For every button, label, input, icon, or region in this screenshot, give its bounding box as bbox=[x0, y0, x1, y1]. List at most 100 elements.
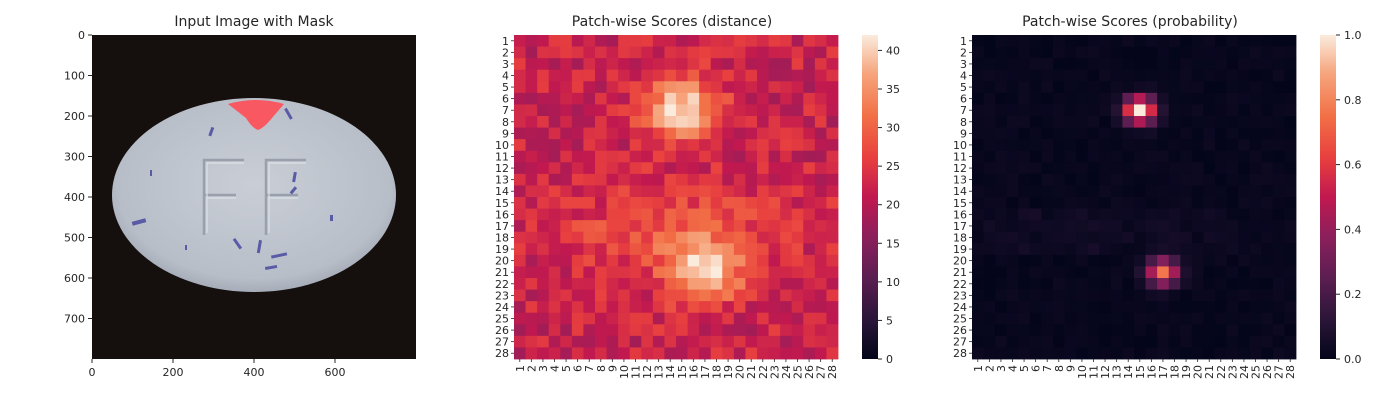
heatmap-cell bbox=[560, 231, 573, 244]
heatmap-cell bbox=[1110, 58, 1123, 71]
heatmap-cell bbox=[699, 220, 712, 233]
heatmap-cell bbox=[1284, 35, 1297, 47]
heatmap-cell bbox=[791, 127, 804, 140]
heatmap-cell bbox=[995, 254, 1008, 267]
heatmap-cell bbox=[676, 104, 688, 117]
heatmap-cell bbox=[1134, 335, 1146, 348]
heatmap-cell bbox=[1249, 139, 1262, 152]
heatmap-cell bbox=[1064, 220, 1077, 233]
heatmap-cell bbox=[1203, 92, 1216, 105]
col-label: 16 bbox=[1145, 365, 1158, 379]
heatmap-cell bbox=[768, 347, 781, 360]
heatmap-cell bbox=[826, 104, 839, 117]
heatmap-cell bbox=[995, 162, 1008, 175]
heatmap-cell bbox=[1087, 69, 1100, 82]
heatmap-cell bbox=[757, 301, 769, 314]
heatmap-cell bbox=[1041, 324, 1054, 337]
heatmap-cell bbox=[571, 266, 584, 279]
heatmap-cell bbox=[1122, 35, 1135, 47]
heatmap-cell bbox=[1145, 173, 1158, 186]
heatmap-cell bbox=[1110, 173, 1123, 186]
heatmap-cell bbox=[722, 220, 735, 233]
heatmap-cell bbox=[606, 81, 619, 94]
heatmap-cell bbox=[1215, 150, 1227, 163]
heatmap-cell bbox=[1284, 220, 1297, 233]
heatmap-cell bbox=[1064, 266, 1077, 279]
heatmap-cell bbox=[548, 266, 561, 279]
col-label: 18 bbox=[1169, 365, 1182, 379]
heatmap-cell bbox=[791, 335, 804, 348]
heatmap-cell bbox=[664, 139, 677, 152]
heatmap-cell bbox=[710, 220, 723, 233]
col-label: 13 bbox=[653, 365, 666, 379]
heatmap-cell bbox=[571, 81, 584, 94]
heatmap-cell bbox=[1134, 220, 1146, 233]
heatmap-cell bbox=[548, 231, 561, 244]
row-label: 7 bbox=[502, 104, 509, 117]
heatmap-cell bbox=[1099, 347, 1112, 360]
heatmap-cell bbox=[1145, 301, 1158, 314]
heatmap-cell bbox=[560, 58, 573, 71]
heatmap-cell bbox=[1041, 220, 1054, 233]
heatmap-cell bbox=[548, 162, 561, 175]
heatmap-cell bbox=[595, 254, 607, 267]
heatmap-cell bbox=[745, 208, 758, 221]
heatmap-cell bbox=[1272, 289, 1285, 302]
heatmap-cell bbox=[1145, 116, 1158, 128]
heatmap-cell bbox=[652, 46, 665, 59]
heatmap-cell bbox=[514, 197, 526, 209]
heatmap-cell bbox=[1284, 58, 1297, 71]
heatmap-cell bbox=[629, 197, 642, 209]
colorbar-tick-label: 1.0 bbox=[1344, 29, 1362, 42]
row-label: 22 bbox=[953, 278, 967, 291]
heatmap-cell bbox=[1226, 312, 1239, 325]
heatmap-cell bbox=[1041, 254, 1054, 267]
heatmap-cell bbox=[1191, 127, 1204, 140]
heatmap-cell bbox=[791, 254, 804, 267]
heatmap-cell bbox=[1180, 58, 1193, 71]
colorbar-tick-label: 0.2 bbox=[1344, 288, 1362, 301]
row-label: 25 bbox=[495, 313, 509, 326]
heatmap-cell bbox=[537, 278, 550, 290]
heatmap-cell bbox=[733, 58, 746, 71]
heatmap-cell bbox=[595, 301, 607, 314]
heatmap-cell bbox=[1053, 254, 1065, 267]
heatmap-cell bbox=[1006, 231, 1019, 244]
heatmap-cell bbox=[1087, 92, 1100, 105]
heatmap-cell bbox=[1249, 197, 1262, 209]
heatmap-cell bbox=[710, 69, 723, 82]
heatmap-cell bbox=[629, 104, 642, 117]
heatmap-cell bbox=[629, 301, 642, 314]
heatmap-cell bbox=[1180, 208, 1193, 221]
heatmap-cell bbox=[826, 162, 839, 175]
heatmap-cell bbox=[745, 185, 758, 198]
heatmap-cell bbox=[1029, 81, 1042, 94]
heatmap-cell bbox=[757, 173, 769, 186]
heatmap-cell bbox=[1122, 81, 1135, 94]
col-label: 20 bbox=[734, 365, 747, 379]
heatmap-cell bbox=[606, 69, 619, 82]
heatmap-cell bbox=[1191, 220, 1204, 233]
heatmap-cell bbox=[972, 231, 984, 244]
heatmap-cell bbox=[826, 127, 839, 140]
heatmap-cell bbox=[745, 335, 758, 348]
heatmap-cell bbox=[606, 139, 619, 152]
heatmap-cell bbox=[560, 197, 573, 209]
heatmap-cell bbox=[1191, 35, 1204, 47]
heatmap-cell bbox=[1018, 69, 1031, 82]
heatmap-cell bbox=[571, 92, 584, 105]
heatmap-cell bbox=[629, 162, 642, 175]
heatmap-cell bbox=[1272, 127, 1285, 140]
heatmap-cell bbox=[629, 324, 642, 337]
heatmap-cell bbox=[1006, 162, 1019, 175]
heatmap-cell bbox=[687, 289, 700, 302]
heatmap-cell bbox=[699, 58, 712, 71]
heatmap-cell bbox=[803, 116, 816, 128]
heatmap-cell bbox=[757, 162, 769, 175]
row-label: 11 bbox=[495, 151, 509, 164]
heatmap-cell bbox=[814, 243, 827, 256]
heatmap-cell bbox=[1157, 301, 1170, 314]
heatmap-cell bbox=[664, 220, 677, 233]
heatmap-cell bbox=[1006, 347, 1019, 360]
